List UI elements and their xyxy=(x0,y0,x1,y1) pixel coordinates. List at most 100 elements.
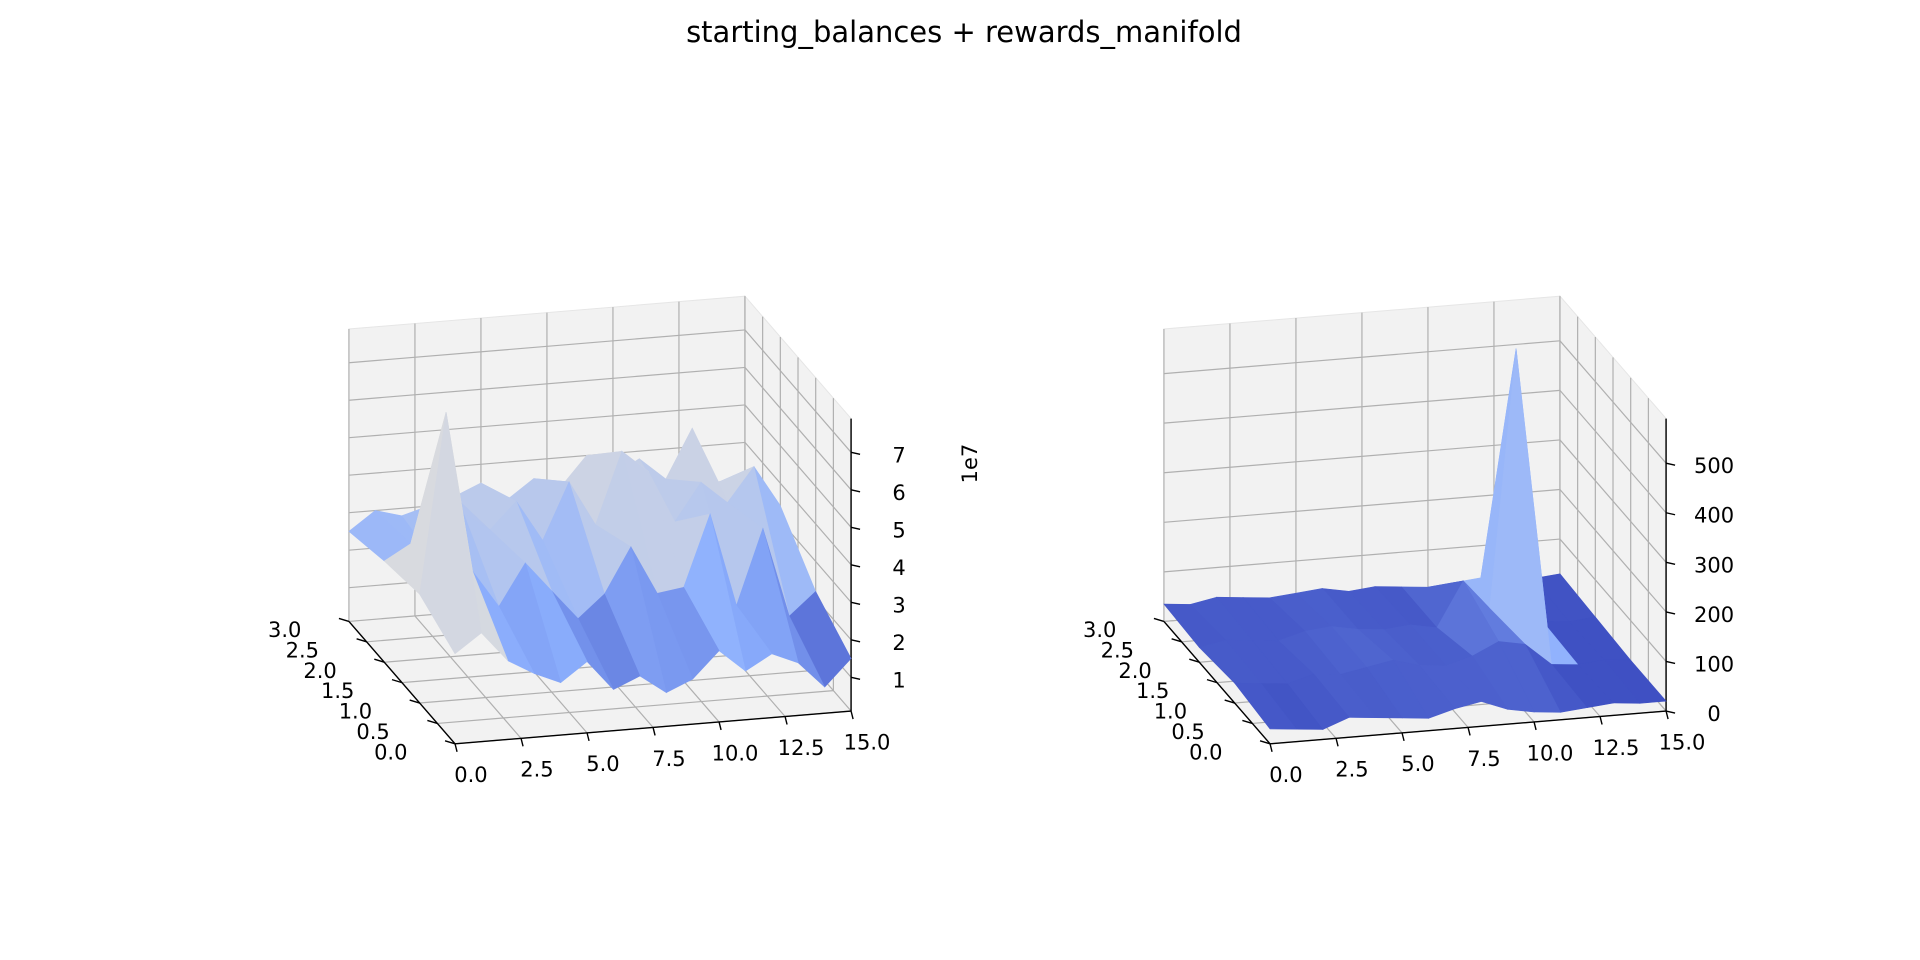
tick-mark xyxy=(586,732,590,742)
axis-line xyxy=(1269,710,1667,745)
tick-mark xyxy=(1665,710,1676,714)
tick-mark xyxy=(850,489,861,493)
x-tick-label: 12.5 xyxy=(778,736,825,760)
tick-mark xyxy=(1171,638,1182,643)
x-tick-label: 0.0 xyxy=(1269,763,1302,787)
y-tick-label: 2.0 xyxy=(303,659,336,683)
z-offset-label: 1e7 xyxy=(958,444,982,484)
tick-mark xyxy=(1401,732,1405,742)
y-tick-label: 3.0 xyxy=(268,618,301,642)
surface-chart: 0.0 2.5 5.0 7.5 10.0 12.5 15.00.00.51.01.52.02… xyxy=(268,294,982,787)
z-tick-label: 200 xyxy=(1694,603,1734,627)
grid-line xyxy=(1163,439,1561,474)
y-tick-label: 1.0 xyxy=(339,700,372,724)
tick-mark xyxy=(1533,721,1537,731)
x-tick-label: 5.0 xyxy=(1401,752,1434,776)
tick-mark xyxy=(427,719,438,725)
tick-mark xyxy=(1665,462,1676,466)
grid-line xyxy=(1559,340,1667,464)
tick-mark xyxy=(1153,617,1165,623)
z-tick-label: 7 xyxy=(892,443,905,467)
y-tick-label: 3.0 xyxy=(1083,618,1116,642)
tick-mark xyxy=(850,526,861,530)
tick-mark xyxy=(850,451,861,455)
z-tick-label: 100 xyxy=(1694,652,1734,676)
grid-line xyxy=(1559,439,1667,563)
z-tick-label: 1 xyxy=(892,668,905,692)
axis-line xyxy=(1163,620,1271,745)
grid-line xyxy=(1559,489,1667,613)
x-tick-label: 12.5 xyxy=(1593,736,1640,760)
grid-line xyxy=(348,366,746,401)
grid-line xyxy=(744,404,852,528)
surface-face xyxy=(1234,682,1298,730)
tick-mark xyxy=(1224,699,1235,704)
tick-mark xyxy=(444,740,456,745)
x-tick-label: 2.5 xyxy=(1335,758,1368,782)
z-tick-label: 4 xyxy=(892,556,905,580)
z-tick-label: 6 xyxy=(892,481,905,505)
axis-line xyxy=(454,710,852,745)
tick-mark xyxy=(520,738,524,747)
figure-title: starting_balances + rewards_manifold xyxy=(686,15,1242,49)
x-tick-label: 0.0 xyxy=(454,763,487,787)
z-tick-label: 3 xyxy=(892,593,905,617)
x-tick-label: 15.0 xyxy=(844,730,891,754)
grid-line xyxy=(1559,538,1667,662)
x-tick-label: 10.0 xyxy=(712,741,759,765)
tick-mark xyxy=(850,639,861,643)
tick-mark xyxy=(1665,512,1676,516)
y-tick-label: 1.5 xyxy=(321,679,354,703)
tick-mark xyxy=(1665,611,1676,615)
tick-mark xyxy=(1599,716,1603,725)
tick-mark xyxy=(784,716,788,725)
tick-mark xyxy=(718,721,722,731)
grid-line xyxy=(437,690,834,725)
grid-line xyxy=(1163,340,1561,375)
z-tick-label: 400 xyxy=(1694,504,1734,528)
x-tick-label: 2.5 xyxy=(520,758,553,782)
tick-mark xyxy=(1665,660,1676,665)
z-tick-label: 300 xyxy=(1694,553,1734,577)
x-tick-label: 15.0 xyxy=(1659,730,1706,754)
tick-mark xyxy=(1467,727,1471,736)
tick-mark xyxy=(1242,719,1253,725)
tick-mark xyxy=(1206,678,1218,684)
tick-mark xyxy=(850,710,854,720)
z-tick-label: 0 xyxy=(1707,702,1720,726)
tick-mark xyxy=(652,727,656,736)
tick-mark xyxy=(338,617,350,623)
x-tick-label: 5.0 xyxy=(586,752,619,776)
z-tick-label: 500 xyxy=(1694,454,1734,478)
y-tick-label: 0.5 xyxy=(356,720,389,744)
surface-face xyxy=(419,412,482,655)
y-tick-label: 0.0 xyxy=(374,740,407,764)
y-tick-label: 2.0 xyxy=(1118,659,1151,683)
grid-line xyxy=(744,442,852,566)
tick-mark xyxy=(1189,658,1200,663)
tick-mark xyxy=(1665,710,1669,720)
y-tick-label: 2.5 xyxy=(1101,638,1134,662)
x-tick-label: 7.5 xyxy=(652,747,685,771)
surface-chart: 0.0 2.5 5.0 7.5 10.0 12.5 15.00.00.51.01.52.02… xyxy=(1083,294,1734,787)
tick-mark xyxy=(850,564,861,568)
grid-line xyxy=(744,367,852,491)
tick-mark xyxy=(850,601,861,605)
tick-mark xyxy=(374,658,385,663)
tick-mark xyxy=(391,678,403,684)
tick-mark xyxy=(1335,738,1339,747)
x-tick-label: 7.5 xyxy=(1467,747,1500,771)
tick-mark xyxy=(1269,743,1273,752)
grid-line xyxy=(744,329,852,453)
tick-mark xyxy=(850,676,861,680)
tick-mark xyxy=(1665,561,1676,565)
tick-mark xyxy=(454,743,458,752)
grid-line xyxy=(348,329,746,364)
x-tick-label: 10.0 xyxy=(1527,741,1574,765)
tick-mark xyxy=(1259,740,1271,745)
grid-line xyxy=(1163,389,1561,424)
grid-line xyxy=(1559,389,1667,514)
tick-mark xyxy=(356,638,367,643)
y-tick-label: 0.5 xyxy=(1171,720,1204,744)
